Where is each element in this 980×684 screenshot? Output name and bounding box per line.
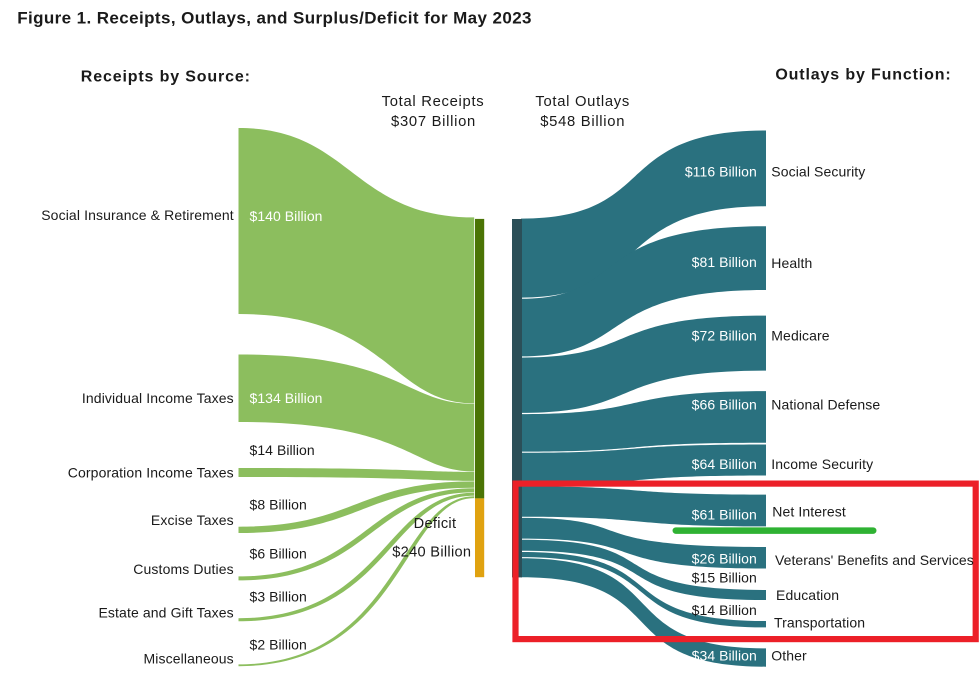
svg-text:Figure 1. Receipts, Outlays, a: Figure 1. Receipts, Outlays, and Surplus…: [17, 9, 532, 28]
svg-text:$61 Billion: $61 Billion: [692, 507, 757, 523]
svg-text:Estate and Gift Taxes: Estate and Gift Taxes: [98, 604, 233, 620]
svg-text:$3 Billion: $3 Billion: [250, 588, 307, 604]
svg-text:$6 Billion: $6 Billion: [250, 545, 307, 561]
svg-text:Other: Other: [771, 648, 807, 664]
svg-text:Social Security: Social Security: [771, 163, 865, 179]
svg-text:$14 Billion: $14 Billion: [250, 442, 315, 458]
svg-text:$26 Billion: $26 Billion: [692, 550, 757, 566]
svg-text:Excise Taxes: Excise Taxes: [151, 512, 234, 528]
svg-text:Customs Duties: Customs Duties: [133, 561, 234, 577]
svg-text:Outlays by Function:: Outlays by Function:: [775, 67, 951, 84]
svg-text:$8 Billion: $8 Billion: [250, 496, 307, 512]
svg-text:Total Outlays: Total Outlays: [535, 94, 630, 110]
svg-text:Deficit: Deficit: [414, 516, 457, 532]
svg-text:Medicare: Medicare: [771, 328, 829, 344]
svg-text:$66 Billion: $66 Billion: [692, 397, 757, 413]
svg-text:$307 Billion: $307 Billion: [391, 114, 476, 130]
svg-text:$64 Billion: $64 Billion: [692, 456, 757, 472]
svg-text:Total Receipts: Total Receipts: [382, 94, 485, 110]
svg-text:$14 Billion: $14 Billion: [692, 602, 757, 618]
svg-text:$15 Billion: $15 Billion: [692, 570, 757, 586]
svg-text:National Defense: National Defense: [771, 397, 880, 413]
svg-text:$548 Billion: $548 Billion: [540, 114, 625, 130]
svg-text:Education: Education: [776, 587, 839, 603]
svg-text:$2 Billion: $2 Billion: [250, 636, 307, 652]
svg-text:Miscellaneous: Miscellaneous: [144, 651, 234, 667]
svg-text:Transportation: Transportation: [774, 615, 865, 631]
svg-text:$134 Billion: $134 Billion: [250, 390, 323, 406]
svg-text:Corporation Income Taxes: Corporation Income Taxes: [68, 464, 234, 480]
svg-text:$81 Billion: $81 Billion: [692, 254, 757, 270]
svg-text:Social Insurance & Retirement: Social Insurance & Retirement: [41, 207, 234, 223]
svg-text:Health: Health: [771, 255, 812, 271]
svg-text:Net Interest: Net Interest: [772, 504, 846, 520]
svg-text:$34 Billion: $34 Billion: [692, 648, 757, 664]
svg-text:Receipts by Source:: Receipts by Source:: [81, 68, 251, 85]
svg-text:Individual Income Taxes: Individual Income Taxes: [82, 390, 234, 406]
svg-text:Veterans' Benefits and Service: Veterans' Benefits and Services: [775, 552, 974, 568]
svg-text:$72 Billion: $72 Billion: [692, 328, 757, 344]
svg-text:$116 Billion: $116 Billion: [685, 163, 757, 179]
svg-text:Income Security: Income Security: [771, 456, 873, 472]
svg-text:$240 Billion: $240 Billion: [392, 544, 471, 560]
svg-text:$140 Billion: $140 Billion: [250, 208, 323, 224]
